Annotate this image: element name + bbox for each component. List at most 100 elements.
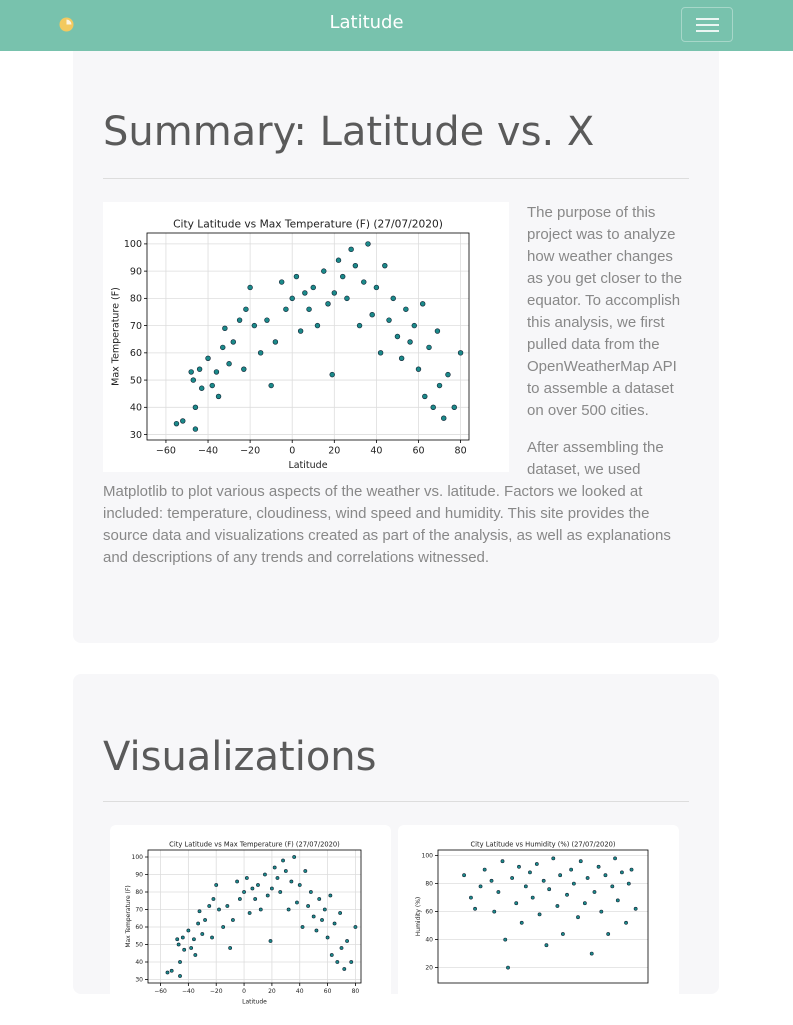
point	[226, 361, 232, 367]
plot-frame	[146, 232, 470, 441]
point	[571, 881, 576, 886]
point	[311, 914, 316, 919]
point	[606, 932, 611, 936]
brand-icon[interactable]	[59, 17, 74, 32]
point	[489, 878, 494, 883]
point	[310, 284, 316, 291]
point	[430, 404, 436, 411]
point	[620, 870, 624, 875]
point	[596, 864, 601, 869]
point	[519, 920, 524, 925]
point	[451, 404, 457, 411]
point	[329, 953, 334, 957]
point	[403, 306, 409, 312]
y-tick-label: 80	[135, 889, 143, 896]
point	[473, 906, 477, 911]
point	[264, 317, 270, 323]
point	[530, 895, 535, 900]
point	[335, 960, 340, 964]
point	[306, 306, 312, 312]
x-tick-label: 0	[242, 988, 246, 995]
y-axis-label: Max Temperature (F)	[125, 885, 132, 947]
point	[478, 884, 483, 889]
x-tick-label: 40	[296, 988, 304, 995]
x-tick-label: −40	[182, 988, 195, 995]
point	[230, 339, 236, 345]
point	[200, 932, 205, 936]
point	[182, 947, 187, 952]
x-tick-label: −60	[156, 446, 176, 457]
point	[263, 872, 267, 877]
y-tick-label: 90	[135, 872, 143, 879]
point	[329, 371, 335, 378]
point	[321, 268, 327, 274]
point	[534, 862, 539, 866]
point	[434, 328, 441, 334]
point	[297, 328, 304, 334]
point	[338, 911, 343, 915]
plot-area	[148, 850, 361, 983]
point	[256, 883, 260, 887]
x-tick-label: 20	[268, 988, 276, 995]
point	[436, 382, 443, 389]
menu-toggle[interactable]	[681, 7, 733, 42]
thumbnail[interactable]: 20 40 60 80 100 City Latitude vs Humidity (%)…	[398, 825, 679, 1025]
x-tick-label: 80	[352, 988, 360, 995]
point	[325, 935, 330, 940]
point	[462, 873, 466, 878]
point	[335, 257, 342, 263]
point	[394, 333, 401, 340]
point	[196, 921, 201, 926]
point	[445, 371, 451, 378]
point	[426, 344, 432, 351]
y-tick-label: 40	[425, 937, 433, 944]
point	[213, 369, 220, 375]
point	[196, 366, 203, 372]
point	[286, 907, 291, 912]
y-tick-label: 40	[135, 959, 143, 966]
point	[192, 404, 199, 411]
point	[222, 325, 228, 332]
point	[303, 869, 308, 873]
point	[629, 867, 634, 872]
point	[356, 322, 363, 329]
point	[344, 295, 350, 302]
point	[599, 909, 604, 914]
chart: 20 40 60 80 100 City Latitude vs Humidity (%)…	[415, 840, 649, 984]
paragraph: After assembling the dataset, we used Ma…	[103, 439, 671, 566]
x-tick-label: 20	[328, 446, 340, 457]
point	[610, 884, 615, 889]
x-tick-label: 80	[455, 446, 467, 457]
point	[237, 897, 242, 901]
point	[419, 301, 426, 307]
point	[217, 907, 221, 912]
point	[214, 883, 219, 887]
point	[197, 909, 202, 914]
point	[626, 881, 631, 886]
point	[340, 273, 346, 280]
point	[589, 951, 594, 956]
point	[293, 273, 300, 280]
summary-title: Summary: Latitude vs. X	[103, 109, 595, 155]
point	[192, 426, 199, 432]
point	[241, 366, 247, 372]
point	[537, 912, 542, 917]
point	[377, 350, 384, 356]
thumbnail[interactable]: 30 40 50 60 70 80 90 100 −60 −40 −20 0 20 40 60 80 City …	[110, 825, 391, 1025]
x-axis-label: Latitude	[288, 460, 327, 471]
y-tick-label: 100	[124, 239, 142, 250]
point	[306, 904, 310, 908]
point	[243, 306, 249, 312]
point	[514, 901, 519, 906]
paragraph: The purpose of this project was to analy…	[527, 204, 683, 419]
point	[228, 946, 233, 950]
point	[190, 377, 197, 383]
y-tick-label: 40	[130, 403, 142, 414]
y-tick-label: 20	[425, 965, 433, 972]
brand[interactable]: Latitude	[329, 12, 404, 33]
point	[492, 909, 497, 914]
summary-content: 30 40 50 60 70 80 90 100 −60 −40 −20 0 20 40 60 80 City …	[103, 202, 691, 584]
y-tick-label: 80	[130, 294, 142, 305]
point	[265, 893, 270, 898]
x-tick-label: −20	[210, 988, 223, 995]
